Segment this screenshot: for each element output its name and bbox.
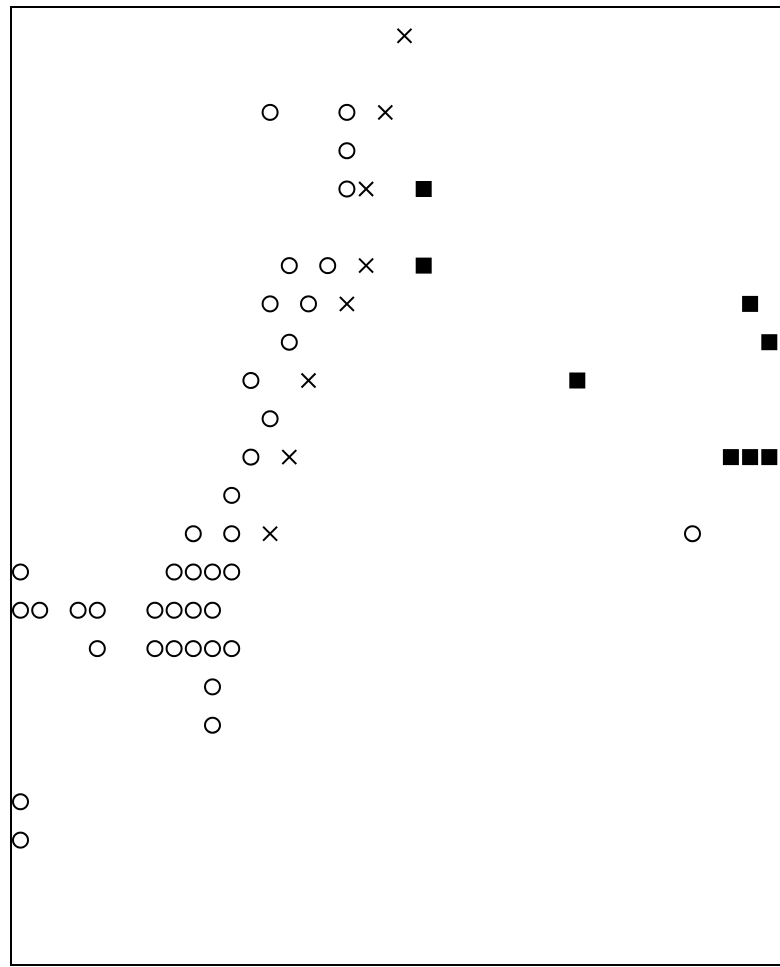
data-point-square-filled bbox=[761, 334, 778, 351]
data-point-square-filled bbox=[415, 257, 432, 274]
data-marks bbox=[12, 28, 778, 849]
data-point-x bbox=[262, 525, 278, 542]
data-point-square-filled bbox=[722, 449, 739, 466]
data-point-circle-open bbox=[184, 640, 202, 658]
data-point-circle-open bbox=[69, 601, 87, 619]
data-point-circle-open bbox=[165, 640, 183, 658]
data-point-circle-open bbox=[88, 640, 106, 658]
data-point-x bbox=[339, 296, 355, 312]
data-point-square-filled bbox=[761, 449, 778, 466]
data-point-x bbox=[358, 257, 374, 274]
data-point-circle-open bbox=[223, 486, 241, 504]
data-point-circle-open bbox=[338, 103, 356, 121]
data-point-circle-open bbox=[184, 601, 202, 619]
data-point-circle-open bbox=[223, 640, 241, 658]
data-point-circle-open bbox=[223, 563, 241, 581]
data-point-circle-open bbox=[338, 142, 356, 160]
data-point-circle-open bbox=[261, 295, 279, 313]
data-point-circle-open bbox=[204, 640, 221, 658]
data-point-circle-open bbox=[184, 525, 202, 543]
data-point-x bbox=[281, 449, 298, 465]
data-point-circle-open bbox=[31, 601, 49, 619]
data-point-circle-open bbox=[146, 640, 164, 658]
data-point-circle-open bbox=[261, 410, 279, 428]
data-point-circle-open bbox=[12, 563, 29, 581]
data-point-x bbox=[377, 104, 394, 121]
data-point-circle-open bbox=[261, 103, 279, 121]
data-point-square-filled bbox=[742, 295, 759, 312]
data-point-circle-open bbox=[280, 333, 298, 351]
data-point-circle-open bbox=[319, 257, 337, 275]
data-point-circle-open bbox=[300, 295, 317, 313]
data-point-square-filled bbox=[742, 449, 759, 466]
data-point-x bbox=[396, 28, 413, 44]
data-point-circle-open bbox=[204, 716, 221, 734]
data-point-circle-open bbox=[223, 525, 241, 543]
data-point-circle-open bbox=[146, 601, 164, 619]
data-point-circle-open bbox=[12, 831, 29, 849]
data-point-x bbox=[358, 181, 374, 197]
data-point-circle-open bbox=[242, 448, 260, 466]
data-point-square-filled bbox=[569, 372, 586, 389]
data-point-x bbox=[300, 372, 317, 389]
data-point-circle-open bbox=[12, 793, 29, 811]
data-point-circle-open bbox=[204, 678, 221, 696]
data-point-circle-open bbox=[204, 563, 221, 581]
data-point-circle-open bbox=[242, 372, 260, 389]
plot-frame bbox=[10, 6, 780, 966]
data-point-circle-open bbox=[184, 563, 202, 581]
data-point-circle-open bbox=[165, 601, 183, 619]
data-point-circle-open bbox=[88, 601, 106, 619]
data-point-circle-open bbox=[338, 180, 356, 198]
data-point-circle-open bbox=[684, 525, 701, 543]
data-point-square-filled bbox=[415, 181, 432, 197]
data-point-circle-open bbox=[165, 563, 183, 581]
data-point-circle-open bbox=[204, 601, 221, 619]
data-point-circle-open bbox=[12, 601, 29, 619]
data-point-circle-open bbox=[280, 257, 298, 275]
